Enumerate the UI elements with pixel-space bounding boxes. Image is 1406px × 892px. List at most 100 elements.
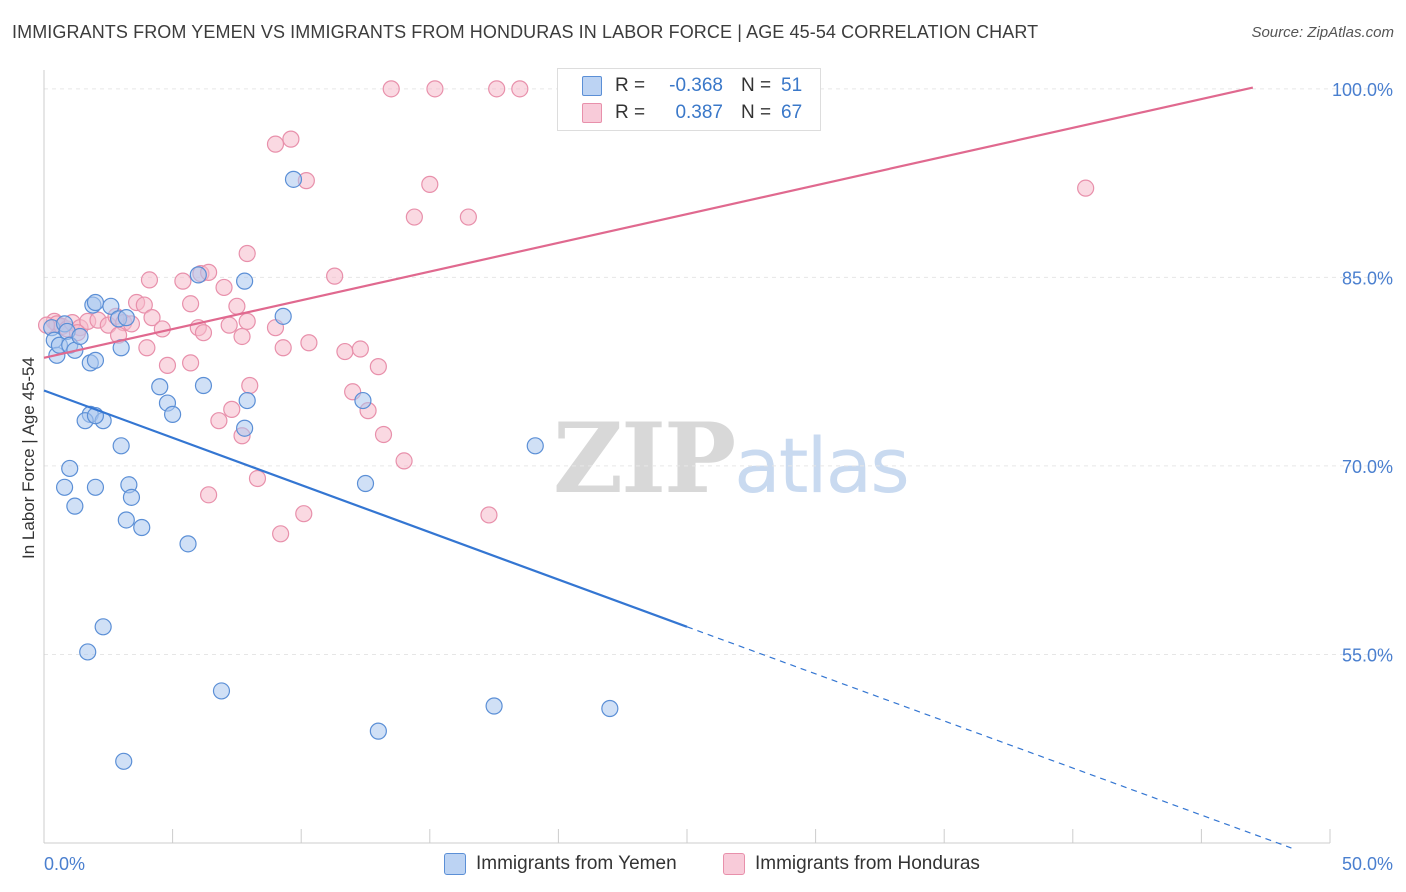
series-label-honduras: Immigrants from Honduras [755,853,980,874]
honduras-point [480,506,498,524]
honduras-point [374,425,393,444]
y-tick-label: 55.0% [1342,645,1393,665]
honduras-point [238,244,256,263]
legend-r-label: R = [615,75,646,96]
yemen-point [238,391,256,410]
honduras-point [1077,179,1095,197]
source-label: Source: ZipAtlas.com [1251,24,1394,41]
honduras-point [135,296,153,314]
yemen-point [79,643,97,661]
honduras-point [282,130,300,148]
honduras-point [274,339,292,357]
legend-n-label: N = [741,102,772,123]
yemen-point [212,682,231,700]
honduras-point [158,356,177,374]
honduras-point [351,340,369,358]
yemen-point [164,405,182,423]
watermark-zip: ZIP [553,402,736,515]
series-legend-yemen: Immigrants from Yemen [444,852,677,876]
yemen-point [194,376,213,395]
honduras-point [238,312,256,330]
honduras-point [210,412,228,430]
honduras-point [248,469,267,488]
yemen-point [284,170,303,188]
yemen-point [179,535,197,553]
honduras-point [174,272,192,290]
yemen-point [86,351,105,369]
yemen-point [354,391,372,410]
honduras-trend-line [43,86,1254,359]
honduras-point [326,267,344,285]
legend-swatch-yemen [582,76,602,96]
honduras-point [336,342,354,361]
series-label-yemen: Immigrants from Yemen [476,853,677,874]
yemen-point [86,293,105,312]
honduras-point [369,358,387,376]
yemen-point [55,478,74,496]
yemen-point [122,488,141,506]
honduras-point [182,354,200,372]
legend-r-label: R = [615,102,646,123]
honduras-point [153,320,171,338]
yemen-point [117,511,135,529]
yemen-point [66,497,84,515]
honduras-point [395,452,413,470]
honduras-point [266,135,285,153]
yemen-point [117,309,135,327]
x-tick-label: 50.0% [1342,854,1393,874]
watermark: ZIPatlas [553,402,910,515]
yemen-point [133,518,151,537]
legend-row-yemen: R = -0.368 N = 51 [582,74,802,98]
honduras-point [421,175,439,193]
legend-row-honduras: R = 0.387 N = 67 [582,101,802,125]
honduras-point [382,80,400,98]
honduras-point [511,80,529,98]
yemen-point [86,478,105,496]
honduras-point [426,80,444,98]
honduras-point [182,295,200,313]
yemen-point [189,266,207,284]
honduras-point [143,309,161,327]
honduras-point [138,339,156,357]
honduras-point [233,327,251,346]
honduras-point [272,525,290,543]
honduras-point [223,400,241,418]
honduras-point [295,505,313,523]
yemen-point [485,697,503,715]
series-legend-honduras: Immigrants from Honduras [723,852,980,876]
yemen-trend-extension [686,626,1292,849]
x-tick-label: 0.0% [44,854,85,874]
yemen-point [112,437,130,455]
honduras-point [459,208,477,226]
correlation-legend: R = -0.368 N = 51 R = 0.387 N = 67 [557,68,821,131]
honduras-point [200,486,218,504]
yemen-point [356,474,375,493]
legend-n-value: 51 [781,75,803,96]
yemen-point [71,327,89,346]
y-tick-label: 85.0% [1342,268,1393,288]
y-tick-label: 70.0% [1342,457,1393,477]
yemen-point [601,699,619,718]
yemen-point [526,437,544,455]
legend-r-value: 0.387 [675,102,723,123]
yemen-point [94,618,112,636]
honduras-point [488,80,506,98]
legend-r-value: -0.368 [669,75,723,96]
chart-title: IMMIGRANTS FROM YEMEN VS IMMIGRANTS FROM… [12,22,1039,42]
y-axis-label: In Labor Force | Age 45-54 [19,357,38,559]
series-swatch-honduras [723,853,745,875]
honduras-point [228,297,246,315]
yemen-point [151,378,169,396]
yemen-point [236,419,254,437]
yemen-point [274,307,292,325]
legend-swatch-honduras [582,103,602,123]
legend-n-label: N = [741,75,772,96]
yemen-point [115,752,133,770]
yemen-point [369,722,387,740]
honduras-point [220,316,238,334]
series-swatch-yemen [444,853,466,875]
honduras-point [241,376,259,395]
yemen-point [61,459,79,478]
honduras-point [194,324,213,342]
